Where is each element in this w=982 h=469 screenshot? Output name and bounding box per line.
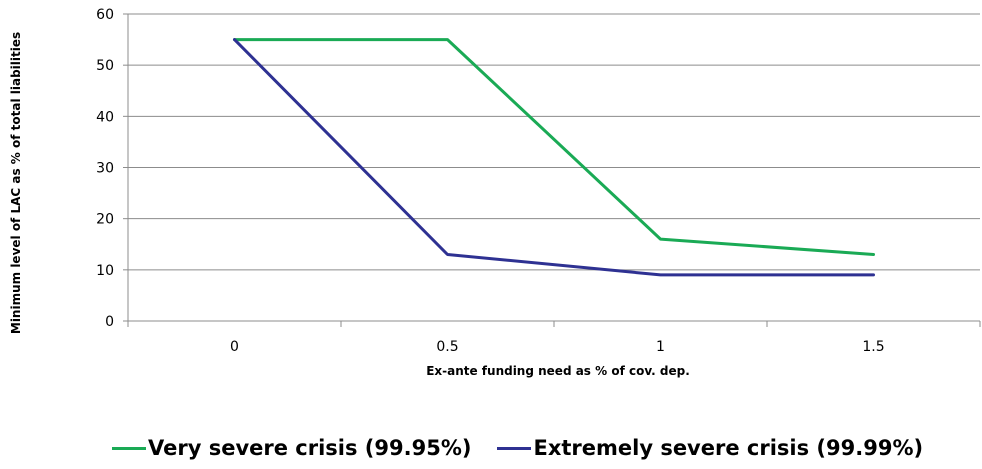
- y-tick-label: 60: [96, 7, 114, 23]
- y-tick-label: 30: [96, 161, 114, 177]
- axes: [123, 13, 981, 327]
- y-tick-label: 10: [96, 263, 114, 279]
- series-line-very-severe: [233, 38, 875, 256]
- legend-label-extremely-severe: Extremely severe crisis (99.99%): [533, 436, 924, 460]
- grid-lines: [128, 13, 980, 271]
- y-tick-label: 20: [96, 212, 114, 228]
- legend-swatch-very-severe: [112, 446, 146, 450]
- x-tick-labels: 0 0.5 1 1.5: [230, 339, 885, 355]
- x-tick-label: 0.5: [436, 339, 458, 355]
- series-lines: [233, 38, 875, 277]
- legend-item-very-severe: Very severe crisis (99.95%): [112, 436, 471, 460]
- x-tick-label: 1: [656, 339, 665, 355]
- x-tick-label: 1.5: [862, 339, 884, 355]
- x-tick-label: 0: [230, 339, 239, 355]
- series-line-extremely-severe: [233, 38, 875, 277]
- legend-label-very-severe: Very severe crisis (99.95%): [148, 436, 472, 460]
- legend-swatch-extremely-severe: [497, 446, 532, 450]
- y-tick-label: 0: [105, 314, 114, 330]
- legend: Very severe crisis (99.95%) Extremely se…: [112, 436, 949, 460]
- y-tick-label: 50: [96, 58, 114, 74]
- x-axis-title: Ex-ante funding need as % of cov. dep.: [426, 364, 690, 378]
- y-tick-labels: 0 10 20 30 40 50 60: [96, 7, 114, 330]
- y-axis-title: Minimum level of LAC as % of total liabi…: [9, 32, 23, 334]
- y-tick-label: 40: [96, 109, 114, 125]
- legend-item-extremely-severe: Extremely severe crisis (99.99%): [497, 436, 923, 460]
